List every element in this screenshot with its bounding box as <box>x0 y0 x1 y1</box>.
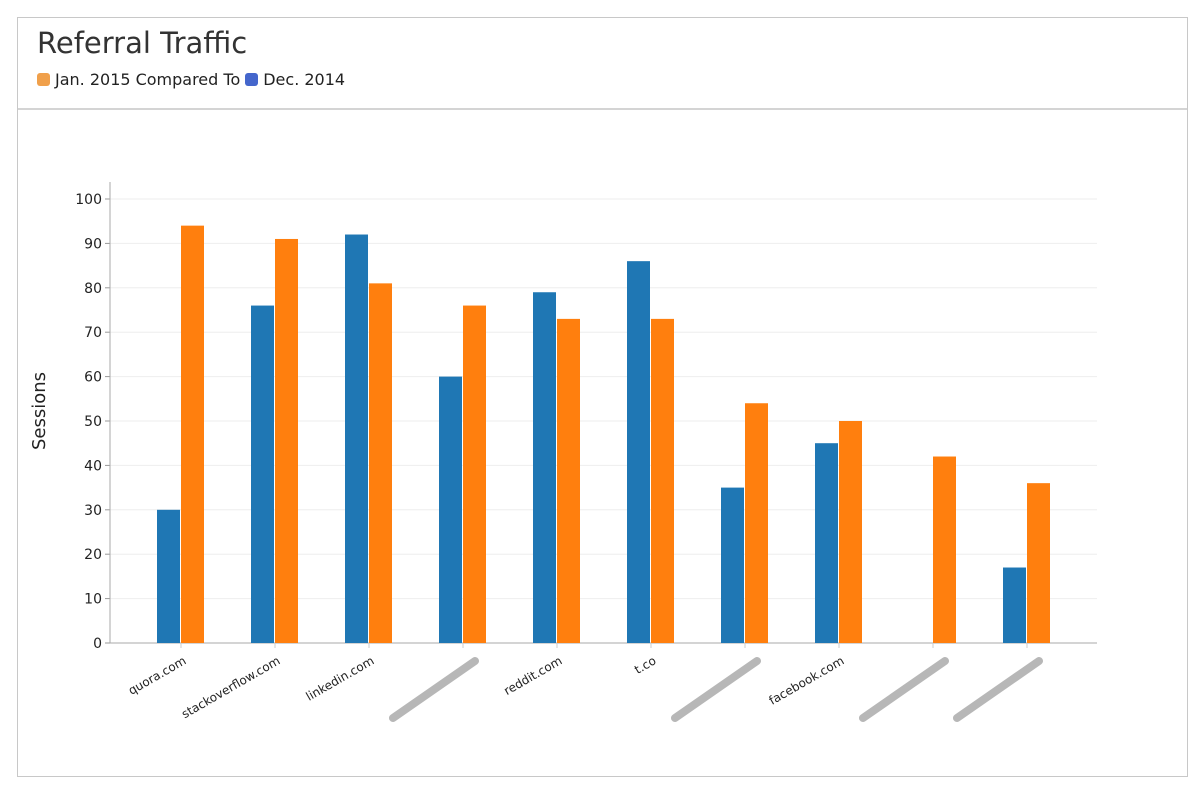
redacted-label <box>859 657 949 722</box>
chart-title: Referral Traffic <box>37 26 248 60</box>
bar-dec-2014[interactable] <box>439 376 462 643</box>
y-tick-label: 70 <box>84 325 102 341</box>
x-tick-label: reddit.com <box>501 653 564 698</box>
bar-jan-2015[interactable] <box>275 238 298 643</box>
y-tick-label: 60 <box>84 370 102 386</box>
x-tick-label: quora.com <box>126 653 189 697</box>
legend-label-dec-2014: Dec. 2014 <box>263 70 346 89</box>
legend-compared-to: Compared To <box>135 70 241 89</box>
x-tick-label: t.co <box>632 653 658 676</box>
legend-swatch-jan-2015 <box>37 73 50 86</box>
bar-jan-2015[interactable] <box>745 403 768 643</box>
y-tick-label: 100 <box>75 192 102 208</box>
bar-dec-2014[interactable] <box>251 305 274 643</box>
y-tick-label: 30 <box>84 503 102 519</box>
y-axis-label: Sessions <box>29 372 50 450</box>
y-tick-label: 10 <box>84 592 102 608</box>
bar-jan-2015[interactable] <box>369 283 392 643</box>
y-tick-label: 20 <box>84 547 102 563</box>
redacted-label <box>671 657 761 722</box>
legend: Jan. 2015 Compared To Dec. 2014 <box>37 70 345 89</box>
bar-jan-2015[interactable] <box>1027 483 1050 643</box>
bar-jan-2015[interactable] <box>181 225 204 643</box>
y-tick-label: 90 <box>84 236 102 252</box>
y-tick-label: 50 <box>84 414 102 430</box>
legend-label-jan-2015: Jan. 2015 <box>55 70 131 89</box>
bar-dec-2014[interactable] <box>815 443 838 643</box>
bar-dec-2014[interactable] <box>533 292 556 643</box>
bar-dec-2014[interactable] <box>1003 567 1026 643</box>
bar-jan-2015[interactable] <box>651 318 674 643</box>
redacted-label <box>953 657 1043 722</box>
bar-dec-2014[interactable] <box>345 234 368 643</box>
redacted-label <box>389 657 479 722</box>
chart-card: Referral Traffic Jan. 2015 Compared To D… <box>17 17 1188 777</box>
y-tick-label: 0 <box>93 636 102 652</box>
y-tick-label: 80 <box>84 281 102 297</box>
bar-jan-2015[interactable] <box>933 456 956 643</box>
bar-dec-2014[interactable] <box>627 261 650 643</box>
bar-jan-2015[interactable] <box>557 318 580 643</box>
x-tick-label: facebook.com <box>767 653 847 707</box>
legend-swatch-dec-2014 <box>245 73 259 86</box>
bar-jan-2015[interactable] <box>463 305 486 643</box>
chart-header: Referral Traffic Jan. 2015 Compared To D… <box>18 18 1187 110</box>
bar-dec-2014[interactable] <box>721 487 744 643</box>
bar-dec-2014[interactable] <box>157 509 180 643</box>
x-tick-label: linkedin.com <box>304 653 377 703</box>
y-tick-label: 40 <box>84 458 102 474</box>
x-tick-label: stackoverflow.com <box>179 653 282 721</box>
bar-jan-2015[interactable] <box>839 421 862 643</box>
